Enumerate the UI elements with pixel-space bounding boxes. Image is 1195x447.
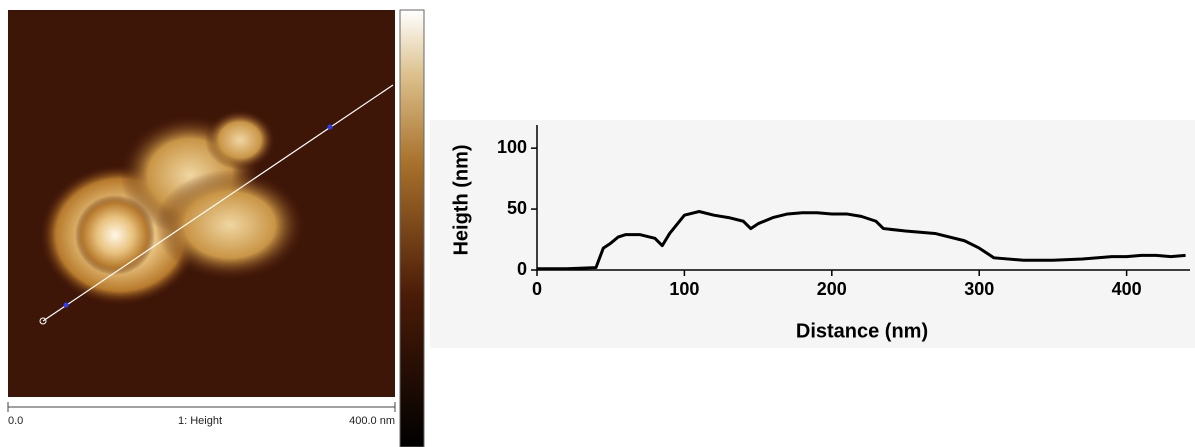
x-tick-label: 200: [817, 279, 847, 299]
x-tick-label: 100: [669, 279, 699, 299]
channel-label: 1: Height: [178, 415, 222, 427]
afm-image: [7, 9, 425, 447]
scale-end: 400.0 nm: [349, 415, 395, 427]
x-axis-label: Distance (nm): [796, 320, 928, 342]
y-axis-label: Heigth (nm): [450, 144, 472, 255]
y-tick-label: 0: [517, 259, 527, 279]
x-tick-label: 0: [532, 279, 542, 299]
chart-background: [430, 120, 1195, 348]
x-tick-label: 300: [964, 279, 994, 299]
x-tick-label: 400: [1112, 279, 1142, 299]
scale-start: 0.0: [8, 415, 23, 427]
y-tick-label: 100: [497, 137, 527, 157]
y-tick-label: 50: [507, 198, 527, 218]
profile-line: [537, 210, 1186, 271]
